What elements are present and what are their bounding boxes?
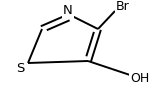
Text: Br: Br bbox=[116, 1, 130, 14]
Text: S: S bbox=[16, 62, 24, 75]
Text: OH: OH bbox=[130, 73, 149, 86]
Text: N: N bbox=[63, 5, 73, 17]
